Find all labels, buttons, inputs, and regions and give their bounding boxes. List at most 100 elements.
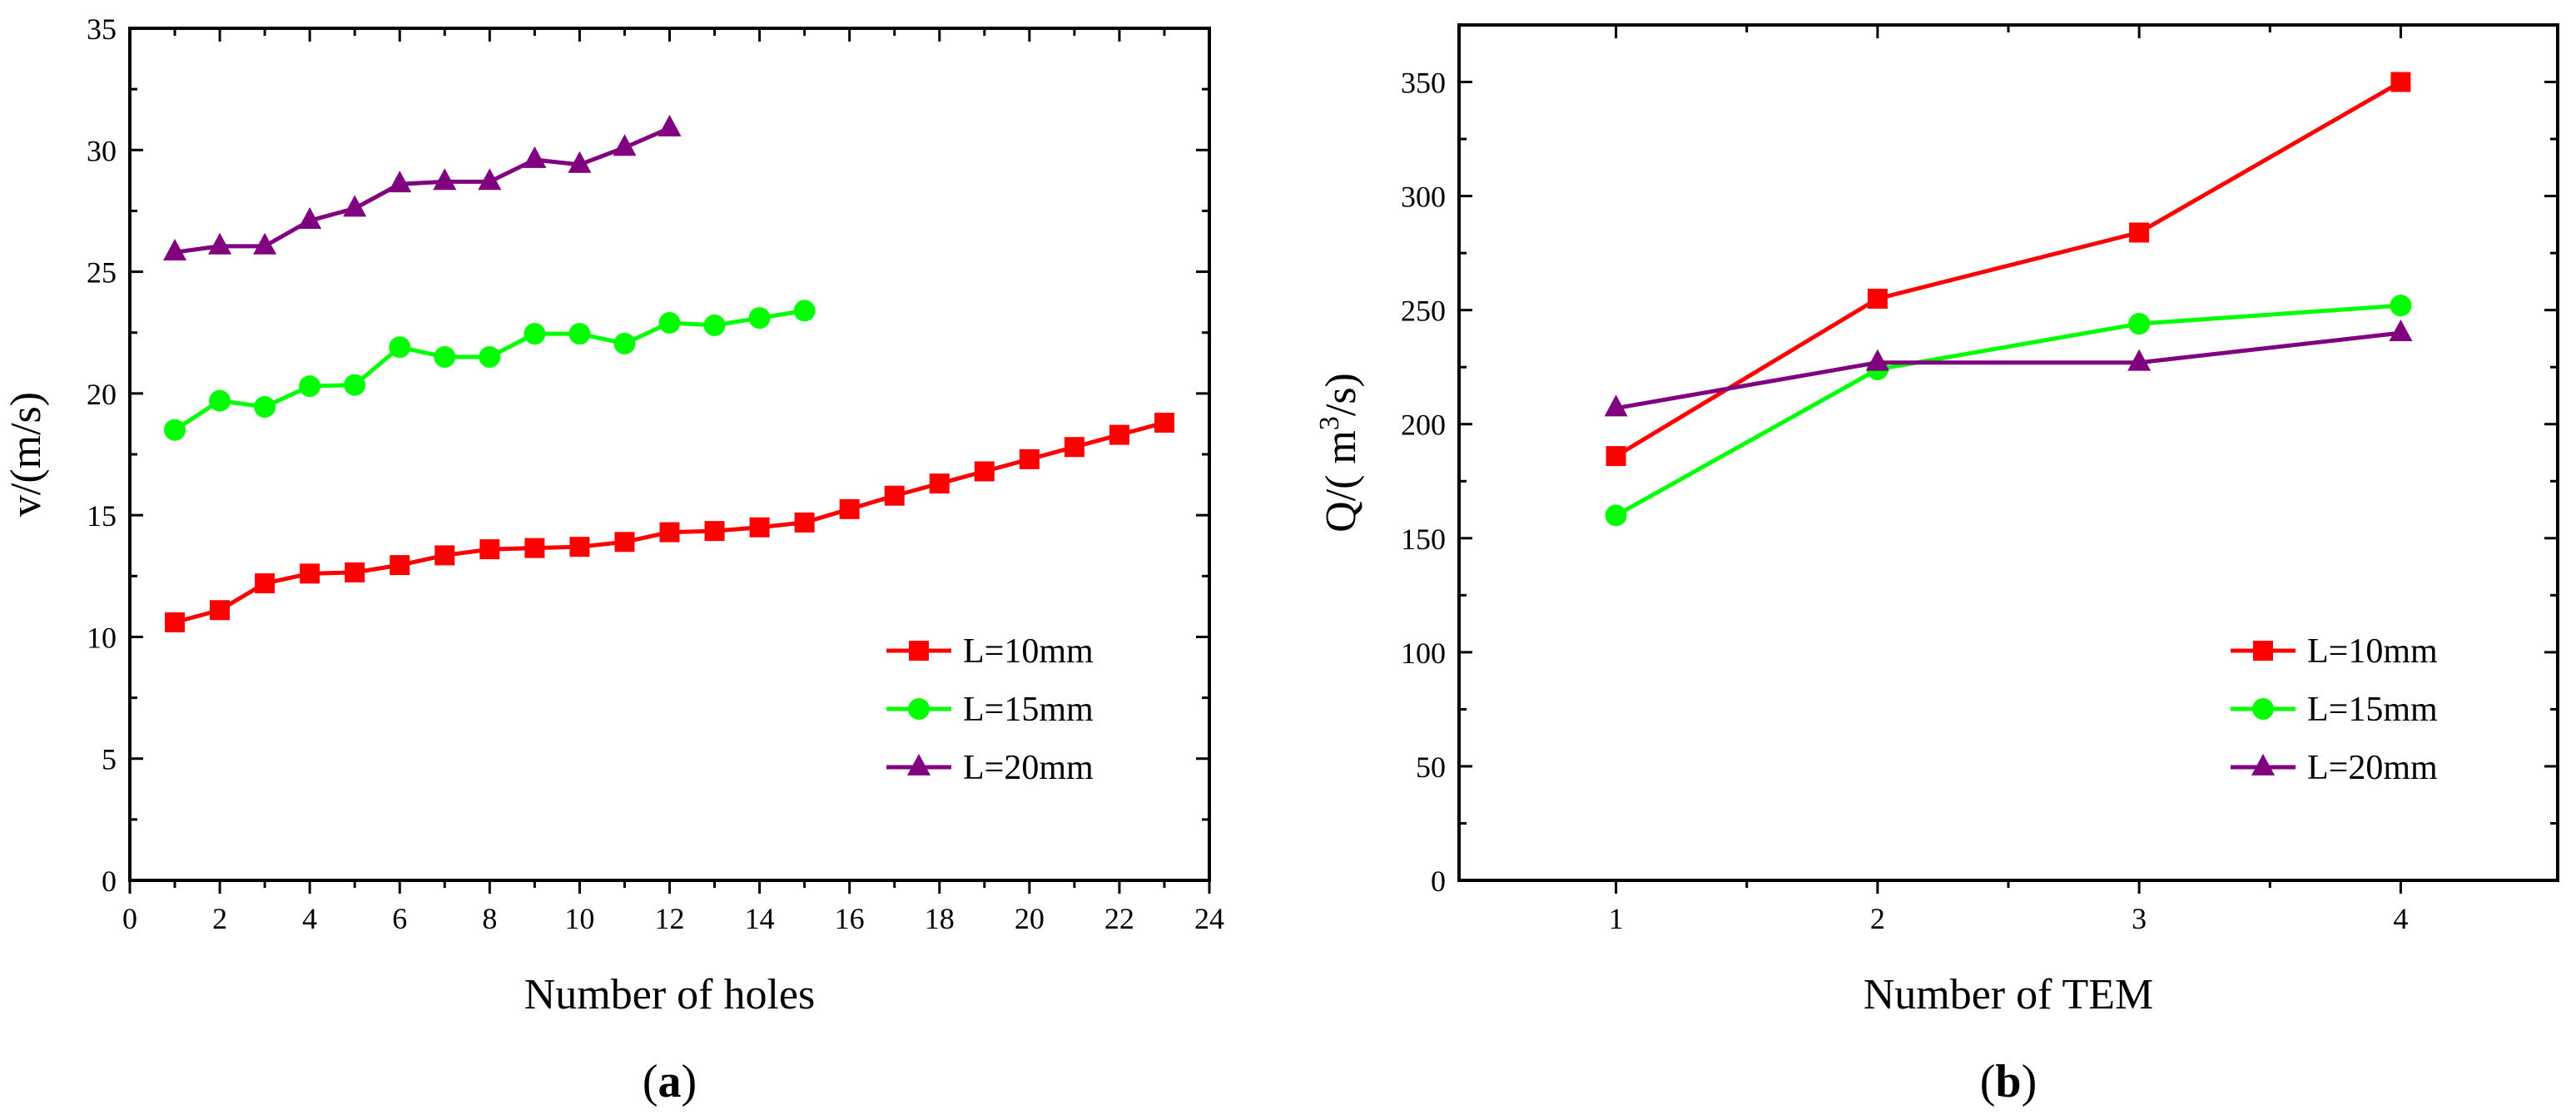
legend-entry: L=10mm [2231,632,2438,671]
data-point [794,512,815,533]
data-point [255,573,275,594]
y-tick-label: 50 [1416,751,1446,784]
data-point [478,168,502,191]
data-point [209,389,231,412]
series-L=10mm [1606,72,2411,467]
data-point [2389,319,2413,341]
data-point [163,239,187,261]
legend-entry: L=15mm [886,691,1094,729]
data-point [523,146,547,168]
x-tick-label: 2 [212,902,227,935]
legend-label: L=15mm [963,691,1094,729]
caption-open: ( [1980,1056,1996,1108]
x-tick-label: 22 [1104,902,1134,935]
data-point [1019,448,1040,469]
data-point [208,232,232,255]
legend-marker [2251,753,2275,776]
data-point [1604,394,1628,417]
legend-label: L=10mm [963,632,1094,671]
data-point [749,517,770,538]
x-tick-label: 4 [302,902,317,935]
data-point [659,522,680,543]
y-tick-label: 100 [1401,637,1446,670]
data-point [1865,349,1889,371]
data-point [389,336,411,359]
legend-marker [909,641,929,661]
y-axis-title-sup: 3 [1314,416,1345,430]
data-point [1154,412,1174,433]
y-tick-label: 5 [102,743,117,776]
data-point [568,323,591,345]
data-point [300,563,320,584]
chart-panel-b: 0 50 100 150 200 250 300 350 1 2 3 4 Number of TEM Q/… [1314,23,2559,1108]
data-point [1109,424,1129,445]
legend-marker [907,753,931,776]
data-point [793,300,816,322]
data-point [929,473,950,494]
x-tick-label: 4 [2393,902,2408,935]
y-tick-label: 300 [1401,181,1446,214]
data-point [703,314,726,336]
y-tick-label: 350 [1401,67,1446,100]
legend-marker [908,698,930,720]
x-tick-label: 10 [564,902,594,935]
data-point [434,545,455,566]
series-L=20mm [163,114,682,261]
caption-close: ) [2022,1056,2037,1108]
data-point [524,323,546,345]
data-point [613,134,637,156]
y-tick-label: 200 [1401,409,1446,442]
y-tick-label: 250 [1401,295,1446,328]
data-point [524,538,545,558]
x-tick-label: 3 [2132,902,2147,935]
data-point [748,307,771,330]
legend-entry: L=10mm [886,632,1094,671]
y-tick-label: 0 [1431,865,1446,898]
y-axis-title: v/(m/s) [2,392,50,517]
legend-label: L=15mm [2307,691,2438,729]
data-point [568,151,592,173]
series-line [1616,330,2401,411]
data-point [434,345,456,368]
legend-entry: L=15mm [2231,691,2438,729]
caption-letter: a [658,1056,682,1108]
y-tick-label: 25 [87,256,117,290]
data-point [2390,72,2411,92]
data-point [165,612,186,632]
data-point [1606,446,1626,467]
data-point [254,395,276,418]
data-point [2390,295,2412,317]
data-point [343,195,367,217]
data-point [839,498,860,519]
y-axis-title: Q/( m3/s) [1314,373,1365,533]
caption-b: (b) [1980,1056,2037,1108]
data-point [345,562,365,582]
x-tick-label: 2 [1870,902,1885,935]
data-point [658,312,681,334]
x-tick-label: 16 [835,902,865,935]
legend-label: L=10mm [2307,632,2438,671]
x-axis-title: Number of TEM [1864,971,2154,1018]
data-point [614,532,635,553]
series-line [174,126,671,255]
data-point [613,332,636,354]
caption-open: ( [643,1056,658,1108]
caption-a: (a) [643,1056,697,1108]
data-point [390,555,410,576]
y-axis-title-suffix: /s) [1318,373,1365,416]
y-axis-title-prefix: Q/( m [1318,430,1365,533]
legend-marker [2252,698,2274,720]
y-tick-label: 15 [87,499,117,533]
legend-label: L=20mm [963,749,1094,787]
data-point [884,485,905,506]
data-point [704,521,725,542]
y-tick-label: 10 [87,621,117,654]
data-point [344,374,366,396]
data-point [569,537,590,558]
x-tick-label: 1 [1609,902,1624,935]
legend-label: L=20mm [2307,749,2438,787]
series-L=10mm [165,412,1174,632]
y-tick-label: 20 [87,378,117,411]
